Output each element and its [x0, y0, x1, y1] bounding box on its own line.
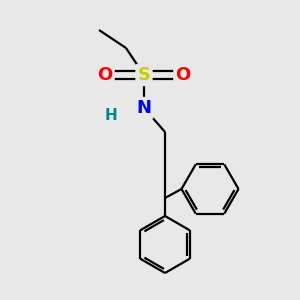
Text: N: N [136, 99, 152, 117]
Text: O: O [98, 66, 112, 84]
Text: O: O [176, 66, 190, 84]
Text: H: H [105, 108, 117, 123]
Text: S: S [137, 66, 151, 84]
